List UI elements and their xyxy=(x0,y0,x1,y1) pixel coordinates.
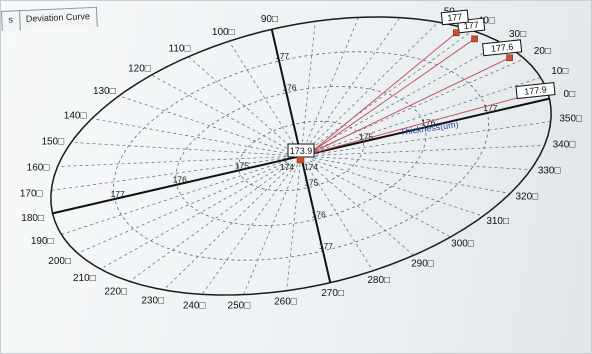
grid-spoke xyxy=(57,156,287,167)
angle-label-270: 270□ xyxy=(321,288,344,299)
center-marker xyxy=(296,156,305,164)
lead-line-1 xyxy=(308,57,510,155)
angle-label-300: 300□ xyxy=(451,238,474,249)
data-marker-2 xyxy=(471,35,478,43)
angle-label-0: 0□ xyxy=(564,89,576,100)
angle-label-260: 260□ xyxy=(274,296,297,307)
grid-spoke xyxy=(315,145,545,156)
angle-label-110: 110□ xyxy=(169,44,191,55)
angle-label-240: 240□ xyxy=(183,300,206,311)
ring-label-right-2: 177 xyxy=(483,103,497,113)
ring-label-left-2: 177 xyxy=(111,189,125,199)
angle-label-230: 230□ xyxy=(141,296,164,307)
data-marker-3 xyxy=(453,29,460,37)
polar-grid xyxy=(50,16,552,296)
grid-spoke xyxy=(306,17,401,148)
grid-spoke xyxy=(118,95,291,153)
grid-spoke xyxy=(312,42,502,150)
lead-line-3 xyxy=(308,32,457,155)
angle-label-310: 310□ xyxy=(486,216,509,227)
grid-spoke xyxy=(301,21,316,148)
grid-spoke xyxy=(100,162,290,270)
data-value-box-1 xyxy=(482,39,523,57)
angle-label-150: 150□ xyxy=(41,136,64,147)
data-value-box-3 xyxy=(440,9,469,26)
angle-label-90: 90□ xyxy=(261,14,278,25)
angle-label-200: 200□ xyxy=(48,256,71,267)
angle-label-320: 320□ xyxy=(515,191,538,202)
data-value-box-0 xyxy=(515,82,556,100)
data-value-2: 177 xyxy=(463,20,479,32)
angle-label-30: 30□ xyxy=(509,29,526,40)
data-value-3: 177 xyxy=(447,12,463,24)
grid-spoke xyxy=(77,161,288,254)
grid-spoke xyxy=(286,164,301,291)
angle-label-20: 20□ xyxy=(534,46,551,57)
angle-label-290: 290□ xyxy=(411,258,434,269)
angle-label-210: 210□ xyxy=(73,273,96,284)
lead-line-0 xyxy=(308,92,538,155)
center-sub-label-0: 174 xyxy=(280,162,294,172)
grid-spoke xyxy=(163,163,294,291)
ring-label-down-2: 177 xyxy=(319,241,333,251)
angle-label-170: 170□ xyxy=(20,188,43,199)
angle-label-330: 330□ xyxy=(538,166,561,177)
ring-label-left-0: 175 xyxy=(235,160,249,170)
grid-spoke xyxy=(129,163,291,282)
grid-spoke xyxy=(71,141,288,156)
outer-ring xyxy=(50,16,552,296)
ring-label-left-1: 176 xyxy=(173,175,187,185)
grid-spoke xyxy=(313,157,511,194)
ring-label-up-1: 177 xyxy=(275,51,289,61)
ring-label-right-0: 175 xyxy=(359,132,373,142)
angle-label-350: 350□ xyxy=(559,114,582,125)
grid-spoke xyxy=(309,160,451,238)
grid-spoke xyxy=(311,159,484,217)
grid-spoke xyxy=(201,164,296,295)
data-value-0: 177.9 xyxy=(524,84,547,96)
grid-spoke xyxy=(311,30,473,149)
center-value: 173.9 xyxy=(290,146,313,156)
angle-labels: 0□10□20□30□40□5090□100□110□120□130□140□1… xyxy=(20,6,582,311)
ring-label-down-1: 176 xyxy=(312,209,326,219)
angle-label-40: 40□ xyxy=(478,16,495,27)
angle-label-220: 220□ xyxy=(104,286,127,297)
data-value-1: 177.6 xyxy=(490,42,513,54)
angle-label-120: 120□ xyxy=(128,64,151,75)
angle-label-190: 190□ xyxy=(31,236,54,247)
grid-spoke xyxy=(308,21,439,149)
angle-label-100: 100□ xyxy=(212,27,235,38)
grid-spoke xyxy=(188,56,295,151)
angle-label-140: 140□ xyxy=(64,111,87,122)
angle-label-160: 160□ xyxy=(27,162,50,173)
lead-line-2 xyxy=(308,38,475,155)
grid-spoke xyxy=(151,74,293,152)
angle-label-10: 10□ xyxy=(551,66,568,77)
angle-label-250: 250□ xyxy=(228,301,251,312)
center-sub-label-1: 174 xyxy=(304,162,318,172)
ring-label-down-0: 175 xyxy=(304,178,318,188)
angle-label-130: 130□ xyxy=(93,86,116,97)
grid-spoke xyxy=(91,118,289,155)
angle-label-280: 280□ xyxy=(367,275,390,286)
angle-label-340: 340□ xyxy=(553,140,576,151)
data-marker-1 xyxy=(506,54,513,62)
angle-label-180: 180□ xyxy=(21,213,44,224)
ring-label-up-0: 176 xyxy=(282,83,296,93)
grid-spoke xyxy=(314,156,531,171)
center-readout: 173.9 174 174 xyxy=(280,143,318,172)
